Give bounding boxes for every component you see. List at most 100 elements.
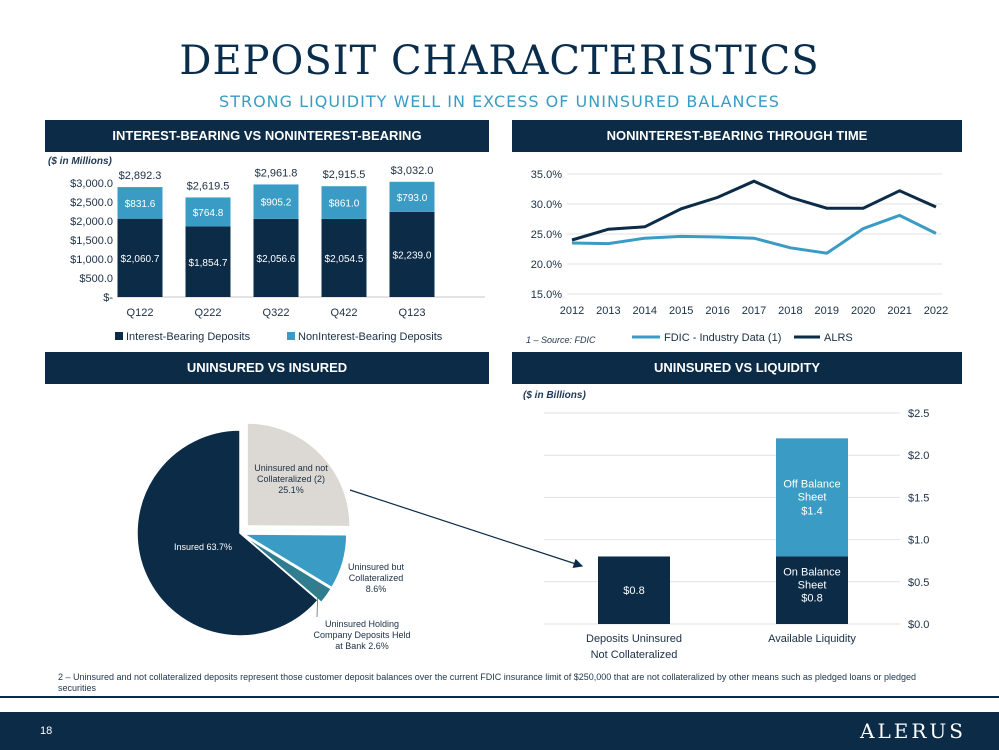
bar-noninterest-bearing bbox=[117, 187, 163, 219]
pie-label-holding-company: Uninsured Holding bbox=[325, 619, 399, 629]
pie-leader-line bbox=[316, 584, 319, 618]
bar-segment-label: Sheet bbox=[798, 491, 827, 503]
y-tick-label: $2,000.0 bbox=[70, 216, 113, 228]
y-tick-label: 25.0% bbox=[531, 229, 562, 241]
panel-title-interest-bearing: INTEREST-BEARING VS NONINTEREST-BEARING bbox=[45, 120, 489, 152]
x-tick-label: Q422 bbox=[331, 307, 358, 319]
y-tick-label: $0.5 bbox=[908, 577, 929, 589]
bar-value-label: $793.0 bbox=[397, 193, 428, 204]
y-tick-label: $1.5 bbox=[908, 492, 929, 504]
bar-total-label: $2,961.8 bbox=[255, 167, 298, 179]
bar-value-label: $1,854.7 bbox=[189, 258, 228, 269]
legend-swatch-noninterest bbox=[287, 332, 295, 340]
bar-value-label: $0.8 bbox=[623, 585, 644, 597]
footer-bar bbox=[0, 712, 999, 750]
pie-label-holding-company: at Bank 2.6% bbox=[335, 641, 389, 651]
y-tick-label: $1,000.0 bbox=[70, 254, 113, 266]
footer-divider bbox=[0, 696, 999, 698]
bar-segment-label: Sheet bbox=[798, 579, 827, 591]
y-tick-label: $1,500.0 bbox=[70, 235, 113, 247]
legend-label: FDIC - Industry Data (1) bbox=[664, 332, 781, 344]
page-number: 18 bbox=[40, 725, 53, 737]
pie-label-holding-company: Company Deposits Held bbox=[313, 630, 410, 640]
x-tick-label: 2017 bbox=[742, 305, 766, 317]
series-line-alrs bbox=[571, 179, 937, 242]
bar-segment-label: On Balance bbox=[783, 566, 840, 578]
bar-interest-bearing bbox=[389, 211, 435, 297]
x-tick-label: 2020 bbox=[851, 305, 875, 317]
x-tick-label: 2022 bbox=[924, 305, 948, 317]
bar-noninterest-bearing bbox=[253, 184, 299, 219]
legend-label: NonInterest-Bearing Deposits bbox=[298, 331, 443, 343]
x-tick-label: 2014 bbox=[633, 305, 657, 317]
pie-slice-uninsured-not-collateralized bbox=[246, 422, 351, 528]
x-tick-label: Q122 bbox=[127, 307, 154, 319]
footnote: 2 – Uninsured and not collateralized dep… bbox=[58, 672, 917, 693]
y-tick-label: $- bbox=[103, 292, 113, 304]
pie-label-uninsured-collateralized: Collateralized bbox=[349, 573, 404, 583]
panel-title-uninsured-vs-liquidity: UNINSURED VS LIQUIDITY bbox=[512, 352, 962, 384]
y-tick-label: $1.0 bbox=[908, 535, 929, 547]
source-note: 1 – Source: FDIC bbox=[526, 335, 596, 345]
bar-total-label: $2,915.5 bbox=[323, 169, 366, 181]
bar-total-label: $2,619.5 bbox=[187, 180, 230, 192]
legend-swatch-interest bbox=[115, 332, 123, 340]
x-tick-label: 2013 bbox=[596, 305, 620, 317]
x-tick-label: 2021 bbox=[887, 305, 911, 317]
pie-label-insured: Insured 63.7% bbox=[174, 542, 232, 552]
bar-value-label: $764.8 bbox=[193, 208, 224, 219]
pie-slice-holding-company bbox=[242, 534, 333, 604]
bar-value-label: $2,239.0 bbox=[393, 250, 432, 261]
y-tick-label: $2,500.0 bbox=[70, 197, 113, 209]
pie-label-uninsured-not-collateralized: Uninsured and not bbox=[254, 463, 328, 473]
bar-noninterest-bearing bbox=[389, 181, 435, 212]
bar-on-balance-sheet bbox=[776, 556, 848, 624]
bar-value-label: $2,060.7 bbox=[121, 254, 160, 265]
x-tick-label: Not Collateralized bbox=[591, 649, 678, 661]
bar-segment-label: Off Balance bbox=[783, 478, 840, 490]
pie-label-uninsured-not-collateralized: 25.1% bbox=[278, 485, 304, 495]
y-tick-label: $2.0 bbox=[908, 450, 929, 462]
noninterest-line-chart: 35.0% 30.0% 25.0% 20.0% 15.0% 2012 2013 2014 201… bbox=[531, 169, 948, 344]
deposit-mix-bar-chart: $3,000.0 $2,500.0 $2,000.0 $1,500.0 $1,000.0… bbox=[70, 165, 485, 343]
x-tick-label: 2015 bbox=[669, 305, 693, 317]
legend-label: Interest-Bearing Deposits bbox=[126, 331, 251, 343]
page-title: DEPOSIT CHARACTERISTICS bbox=[179, 38, 820, 84]
pie-label-uninsured-not-collateralized: Collateralized (2) bbox=[257, 474, 325, 484]
bar-value-label: $831.6 bbox=[125, 199, 156, 210]
bar-interest-bearing bbox=[185, 226, 231, 297]
bar-off-balance-sheet bbox=[776, 438, 848, 557]
bar-total-label: $2,892.3 bbox=[119, 170, 162, 182]
legend-label: ALRS bbox=[824, 332, 853, 344]
page-subtitle: STRONG LIQUIDITY WELL IN EXCESS OF UNINS… bbox=[219, 92, 780, 111]
pie-label-uninsured-collateralized: 8.6% bbox=[366, 584, 387, 594]
y-tick-label: 30.0% bbox=[531, 199, 562, 211]
x-tick-label: 2012 bbox=[560, 305, 584, 317]
units-note-millions: ($ in Millions) bbox=[48, 156, 112, 167]
bar-noninterest-bearing bbox=[185, 197, 231, 227]
bar-interest-bearing bbox=[117, 218, 163, 297]
bar-value-label: $2,054.5 bbox=[325, 254, 364, 265]
bar-value-label: $905.2 bbox=[261, 198, 292, 209]
panel-title-noninterest-through-time: NONINTEREST-BEARING THROUGH TIME bbox=[512, 120, 962, 152]
x-tick-label: Q222 bbox=[195, 307, 222, 319]
y-tick-label: $2.5 bbox=[908, 408, 929, 420]
bar-deposits-uninsured bbox=[598, 556, 670, 624]
series-line-fdic bbox=[571, 213, 937, 255]
pie-slice-uninsured-collateralized bbox=[241, 533, 348, 589]
pie-slice-insured bbox=[136, 429, 320, 637]
y-tick-label: 15.0% bbox=[531, 289, 562, 301]
panel-title-uninsured-vs-insured: UNINSURED VS INSURED bbox=[45, 352, 489, 384]
bar-value-label: $0.8 bbox=[801, 592, 822, 604]
x-tick-label: Deposits Uninsured bbox=[586, 633, 682, 645]
x-tick-label: Q123 bbox=[399, 307, 426, 319]
x-tick-label: 2018 bbox=[778, 305, 802, 317]
bar-value-label: $861.0 bbox=[329, 199, 360, 210]
y-tick-label: $3,000.0 bbox=[70, 178, 113, 190]
bar-total-label: $3,032.0 bbox=[391, 165, 434, 177]
x-tick-label: 2016 bbox=[705, 305, 729, 317]
bar-value-label: $2,056.6 bbox=[257, 254, 296, 265]
liquidity-bar-chart: $2.5$2.0$1.5$1.0$0.5$0.0$0.8On BalanceSh… bbox=[544, 408, 929, 661]
